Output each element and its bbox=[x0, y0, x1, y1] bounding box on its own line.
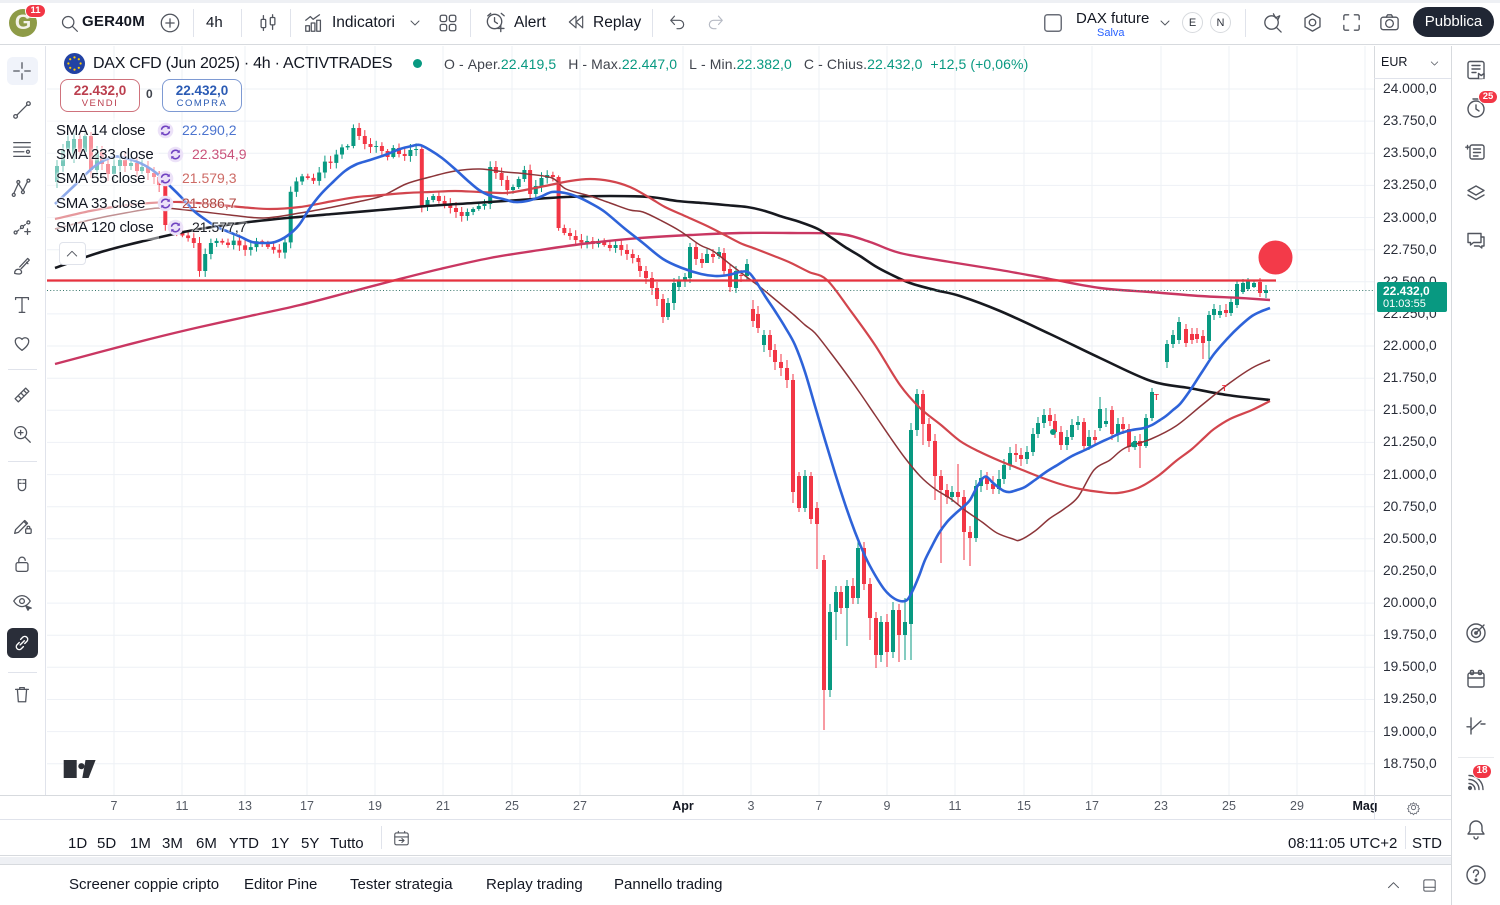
svg-text:T: T bbox=[1154, 393, 1159, 402]
svg-text:T: T bbox=[1222, 384, 1227, 393]
